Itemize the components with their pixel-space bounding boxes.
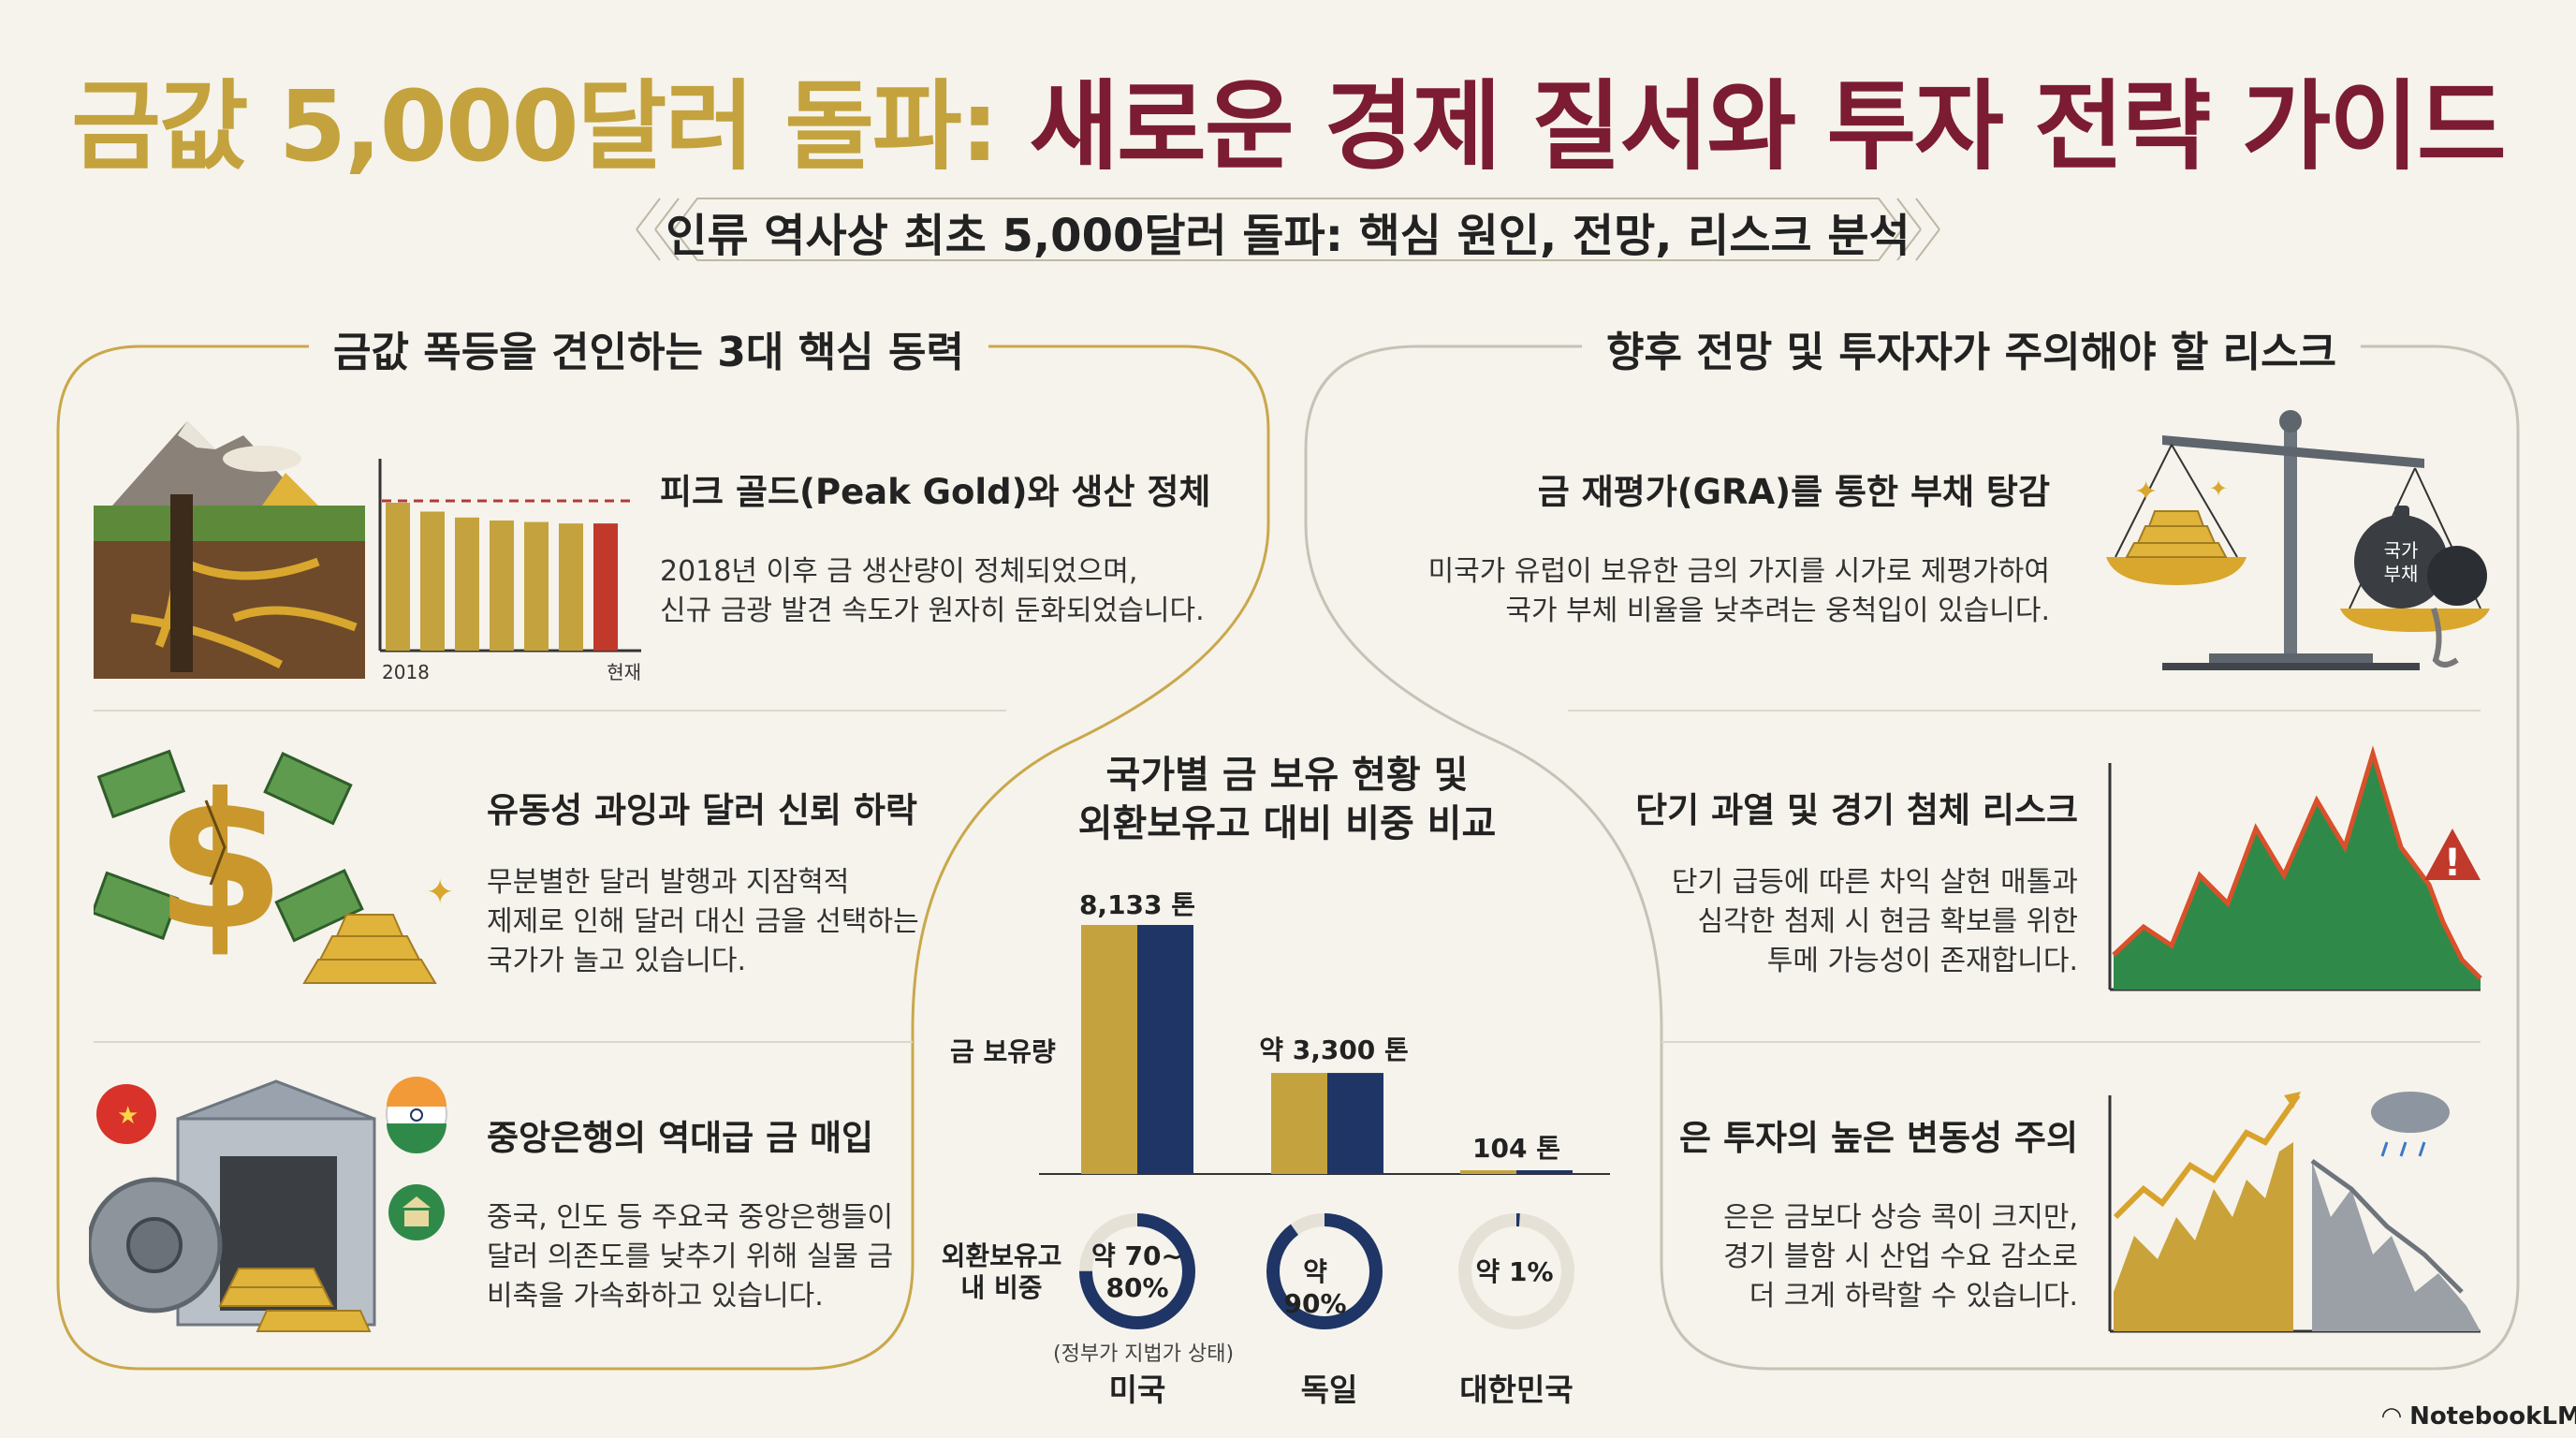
right-section-heading: 향후 전망 및 투자자가 주의해야 할 리스크 <box>1582 318 2362 378</box>
ring-text-line: 80% <box>1105 1272 1169 1303</box>
gold-holdings-bar-chart <box>1039 925 1610 1175</box>
reserve-ratio-rings <box>1079 1213 1574 1329</box>
production-bar <box>386 503 410 651</box>
center-heading: 국가별 금 보유 현황 및 외환보유고 대비 비중 비교 <box>1020 751 1554 848</box>
item-overheat-desc: 단기 급등에 따른 차익 살현 매톨과 심각한 첨제 시 현금 확보를 위한 투… <box>1432 863 2078 981</box>
ring-text-korea: 약 1% <box>1475 1256 1554 1287</box>
page-title: 금값 5,000달러 돌파: 새로운 경제 질서와 투자 전략 가이드 <box>0 47 2576 188</box>
watermark-text: NotebookLM <box>2409 1402 2576 1431</box>
central-bank-vault-illustration: ★ <box>89 1077 447 1332</box>
overheat-risk-chart: ! <box>2108 745 2482 991</box>
desc-line: 무분별한 달러 발행과 지잠혁적 <box>487 866 850 899</box>
svg-text:✦: ✦ <box>2134 476 2158 508</box>
center-heading-line-1: 국가별 금 보유 현황 및 <box>1105 754 1469 797</box>
ring-label-line-2: 내 비중 <box>960 1272 1043 1303</box>
production-bar <box>455 517 479 651</box>
dollar-money-illustration: $ ✦ <box>94 749 454 984</box>
production-bar <box>420 511 445 651</box>
desc-line: 단기 급등에 따른 차익 살현 매톨과 <box>1671 866 2078 899</box>
desc-line: 달러 의존도를 낮추기 위해 실물 금 <box>487 1240 894 1273</box>
svg-text:✦: ✦ <box>426 873 454 912</box>
item-silver-desc: 은은 금보다 상승 콕이 크지만, 경기 블함 시 산업 수요 감소로 더 크게… <box>1432 1198 2078 1316</box>
svg-text:!: ! <box>2444 842 2461 885</box>
ring-label-line-1: 외환보유고 <box>941 1240 1062 1271</box>
right-divider-2 <box>1661 1041 2481 1043</box>
bar-value-label-germany: 약 3,300 톤 <box>1259 1034 1409 1065</box>
silver-volatility-chart <box>2108 1092 2481 1333</box>
desc-line: 국가 부체 비율을 낮추려는 웅척입이 있습니다. <box>1505 594 2050 627</box>
desc-line: 신규 금광 발견 속도가 원자히 둔화되었습니다. <box>660 594 1205 627</box>
country-germany: 독일 <box>1300 1372 1358 1408</box>
chart-end-label: 현재 <box>607 661 641 683</box>
ring-text-usa: 약 70~ 80% <box>1090 1240 1184 1304</box>
item-central-bank-title: 중앙은행의 역대급 금 매입 <box>487 1118 874 1158</box>
production-bar <box>559 523 583 651</box>
desc-line: 국가가 놀고 있습니다. <box>487 945 747 977</box>
production-bar <box>490 520 514 651</box>
gold-mine-illustration <box>94 421 365 679</box>
production-bar <box>524 521 549 651</box>
holding-bar-gold <box>1460 1170 1516 1174</box>
desc-line: 비축을 가속화하고 있습니다. <box>487 1280 824 1313</box>
desc-line: 투메 가능성이 존재합니다. <box>1766 945 2078 977</box>
desc-line: 더 크게 하락할 수 있습니다. <box>1749 1280 2078 1313</box>
holding-bar-gold <box>1081 925 1137 1174</box>
chart-start-label: 2018 <box>382 661 430 683</box>
balance-scale-illustration: ✦ ✦ 국가 부채 <box>2106 410 2490 670</box>
bar-value-label-korea: 104 톤 <box>1472 1133 1560 1164</box>
item-liquidity-title: 유동성 과잉과 달러 신뢰 하락 <box>487 790 918 830</box>
desc-line: 미국가 유럽이 보유한 금의 가지를 시가로 제평가하여 <box>1427 555 2050 588</box>
desc-line: 경기 블함 시 산업 수요 감소로 <box>1723 1240 2078 1273</box>
item-gra-title: 금 재평가(GRA)를 통한 부채 탕감 <box>1537 472 2050 512</box>
desc-line: 제제로 인해 달러 대신 금을 선택하는 <box>487 905 919 938</box>
title-part-2: 새로운 경제 질서와 투자 전략 가이드 <box>1029 69 2507 183</box>
scale-icon-label-2: 부채 <box>2384 563 2419 585</box>
production-bar <box>593 523 618 651</box>
left-divider-1 <box>94 710 1006 712</box>
desc-line: 심각한 첨제 시 현금 확보를 위한 <box>1697 905 2078 938</box>
bar-value-label-usa: 8,133 톤 <box>1078 889 1196 920</box>
ratio-ring-fill <box>1458 1213 1574 1329</box>
country-usa: 미국 <box>1108 1372 1166 1408</box>
usa-note: (정부가 지법가 상태) <box>1053 1343 1235 1366</box>
subtitle: 인류 역사상 최초 5,000달러 돌파: 핵심 원인, 전망, 리스크 분석 <box>666 210 1910 262</box>
ratio-ring-fill <box>1079 1213 1195 1329</box>
scale-icon-label-1: 국가 <box>2384 539 2419 562</box>
holding-bar-navy <box>1137 925 1193 1174</box>
subtitle-ribbon <box>636 198 1940 261</box>
country-korea: 대한민국 <box>1459 1372 1573 1408</box>
svg-text:✦: ✦ <box>2209 476 2228 502</box>
right-divider-1 <box>1568 710 2481 712</box>
item-central-bank-desc: 중국, 인도 등 주요국 중앙은행들이 달러 의존도를 낮추기 위해 실물 금 … <box>487 1198 893 1316</box>
item-liquidity-desc: 무분별한 달러 발행과 지잠혁적 제제로 인해 달러 대신 금을 선택하는 국가… <box>487 863 919 981</box>
desc-line: 은은 금보다 상승 콕이 크지만, <box>1723 1201 2078 1234</box>
holding-bar-navy <box>1516 1170 1573 1174</box>
watermark: ◠ NotebookLM <box>2382 1402 2576 1431</box>
notebooklm-icon: ◠ <box>2382 1402 2401 1431</box>
left-section-heading: 금값 폭등을 견인하는 3대 핵심 동력 <box>309 318 988 378</box>
gold-production-chart: 2018 현재 <box>378 459 641 683</box>
desc-line: 중국, 인도 등 주요국 중앙은행들이 <box>487 1201 894 1234</box>
ring-axis-label: 외환보유고 내 비중 <box>941 1240 1062 1304</box>
center-heading-line-2: 외환보유고 대비 비중 비교 <box>1077 802 1497 845</box>
item-overheat-title: 단기 과열 및 경기 첨체 리스크 <box>1635 790 2078 830</box>
item-peak-gold-desc: 2018년 이후 금 생산량이 정체되었으며, 신규 금광 발견 속도가 원자히… <box>660 552 1205 631</box>
svg-text:★: ★ <box>117 1102 139 1130</box>
left-divider-2 <box>94 1041 913 1043</box>
ring-text-germany: 약 90% <box>1283 1256 1347 1319</box>
desc-line: 2018년 이후 금 생산량이 정체되었으며, <box>660 555 1138 588</box>
item-peak-gold-title: 피크 골드(Peak Gold)와 생산 정체 <box>660 472 1211 512</box>
holding-bar-navy <box>1327 1073 1383 1174</box>
ratio-ring-fill <box>1266 1213 1383 1329</box>
item-silver-title: 은 투자의 높은 변동성 주의 <box>1679 1118 2078 1158</box>
ring-text-line: 약 70~ <box>1091 1240 1183 1271</box>
title-part-1: 금값 5,000달러 돌파: <box>71 69 999 183</box>
item-gra-desc: 미국가 유럽이 보유한 금의 가지를 시가로 제평가하여 국가 부체 비율을 낮… <box>1339 552 2050 631</box>
y-axis-label: 금 보유량 <box>950 1036 1056 1067</box>
holding-bar-gold <box>1271 1073 1327 1174</box>
